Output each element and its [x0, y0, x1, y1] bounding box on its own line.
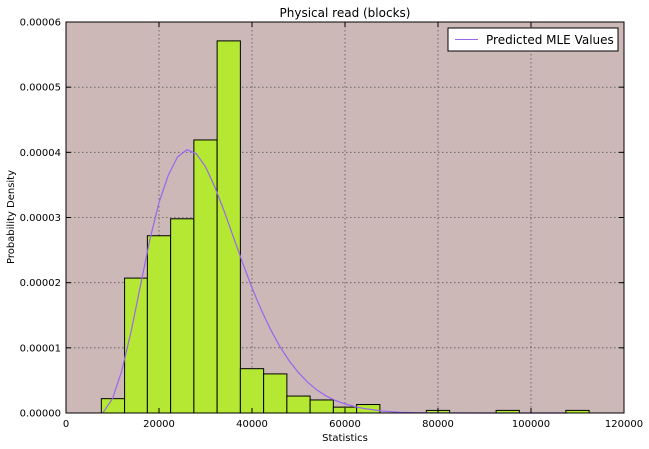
- x-axis-label: Statistics: [322, 433, 368, 444]
- x-tick-label: 60000: [329, 419, 361, 430]
- y-tick-label: 0.00001: [20, 343, 61, 354]
- axis-ticks: 0 20000 40000 60000 80000 100000 120000 0.00000…: [20, 18, 643, 431]
- y-tick-label: 0.00002: [20, 278, 61, 289]
- y-tick-label: 0.00004: [20, 148, 61, 159]
- histogram-bar: [239, 368, 265, 414]
- histogram-bar: [170, 218, 195, 414]
- mle-line-layer: [102, 149, 569, 414]
- histogram-bar: [309, 399, 334, 414]
- histogram-bar: [286, 395, 311, 414]
- y-tick-label: 0.00006: [20, 18, 61, 29]
- y-tick-label: 0.00003: [20, 213, 61, 224]
- histogram-bar: [216, 40, 241, 414]
- x-tick-label: 80000: [422, 419, 454, 430]
- x-tick-label: 0: [63, 419, 69, 430]
- histogram-bar: [263, 373, 288, 414]
- legend-entry: Predicted MLE Values: [486, 33, 614, 47]
- x-tick-label: 100000: [512, 419, 550, 430]
- histogram-bar: [146, 235, 172, 414]
- y-tick-label: 0.00005: [20, 83, 61, 94]
- histogram-bar: [193, 139, 218, 414]
- x-tick-label: 40000: [236, 419, 268, 430]
- mle-line: [102, 149, 569, 414]
- legend-box: [447, 27, 619, 52]
- y-axis-label: Probability Density: [6, 170, 17, 264]
- x-tick-label: 20000: [143, 419, 175, 430]
- x-tick-label: 120000: [605, 419, 643, 430]
- chart-title: Physical read (blocks): [280, 6, 411, 20]
- y-tick-label: 0.00000: [20, 409, 61, 420]
- legend: Predicted MLE Values: [447, 27, 619, 52]
